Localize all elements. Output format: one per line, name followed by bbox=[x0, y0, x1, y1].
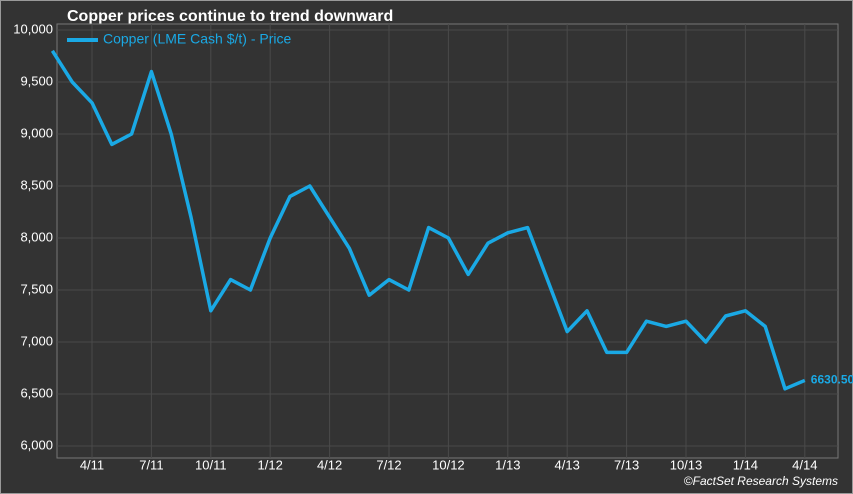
chart-title: Copper prices continue to trend downward bbox=[67, 8, 393, 25]
x-tick-label: 7/11 bbox=[139, 457, 163, 472]
x-tick-label: 4/12 bbox=[317, 457, 342, 472]
legend-label: Copper (LME Cash $/t) - Price bbox=[103, 31, 291, 47]
x-tick-label: 1/12 bbox=[258, 457, 283, 472]
x-tick-label: 7/12 bbox=[376, 457, 401, 472]
x-tick-label: 10/13 bbox=[670, 457, 703, 472]
x-tick-label: 4/11 bbox=[80, 457, 104, 472]
credit: ©FactSet Research Systems bbox=[684, 474, 838, 488]
x-tick-label: 7/13 bbox=[614, 457, 639, 472]
x-tick-label: 1/13 bbox=[495, 457, 520, 472]
y-tick-label: 6,500 bbox=[20, 385, 53, 400]
y-tick-label: 8,500 bbox=[20, 177, 53, 192]
y-tick-label: 7,000 bbox=[20, 333, 53, 348]
line bbox=[50, 49, 806, 391]
x-tick-label: 10/12 bbox=[432, 457, 465, 472]
value-label: 6630.50 bbox=[811, 373, 853, 387]
y-tick-label: 6,000 bbox=[20, 437, 53, 452]
y-tick-label: 9,000 bbox=[20, 125, 53, 140]
x-tick-label: 4/13 bbox=[555, 457, 580, 472]
x-tick-label: 10/11 bbox=[195, 457, 227, 472]
x-tick-label: 1/14 bbox=[733, 457, 758, 472]
x-tick-label: 4/14 bbox=[792, 457, 817, 472]
y-tick-label: 9,500 bbox=[20, 73, 53, 88]
y-tick-label: 7,500 bbox=[20, 281, 53, 296]
plot-area bbox=[56, 23, 839, 459]
y-tick-label: 10,000 bbox=[13, 21, 53, 36]
y-tick-label: 8,000 bbox=[20, 229, 53, 244]
